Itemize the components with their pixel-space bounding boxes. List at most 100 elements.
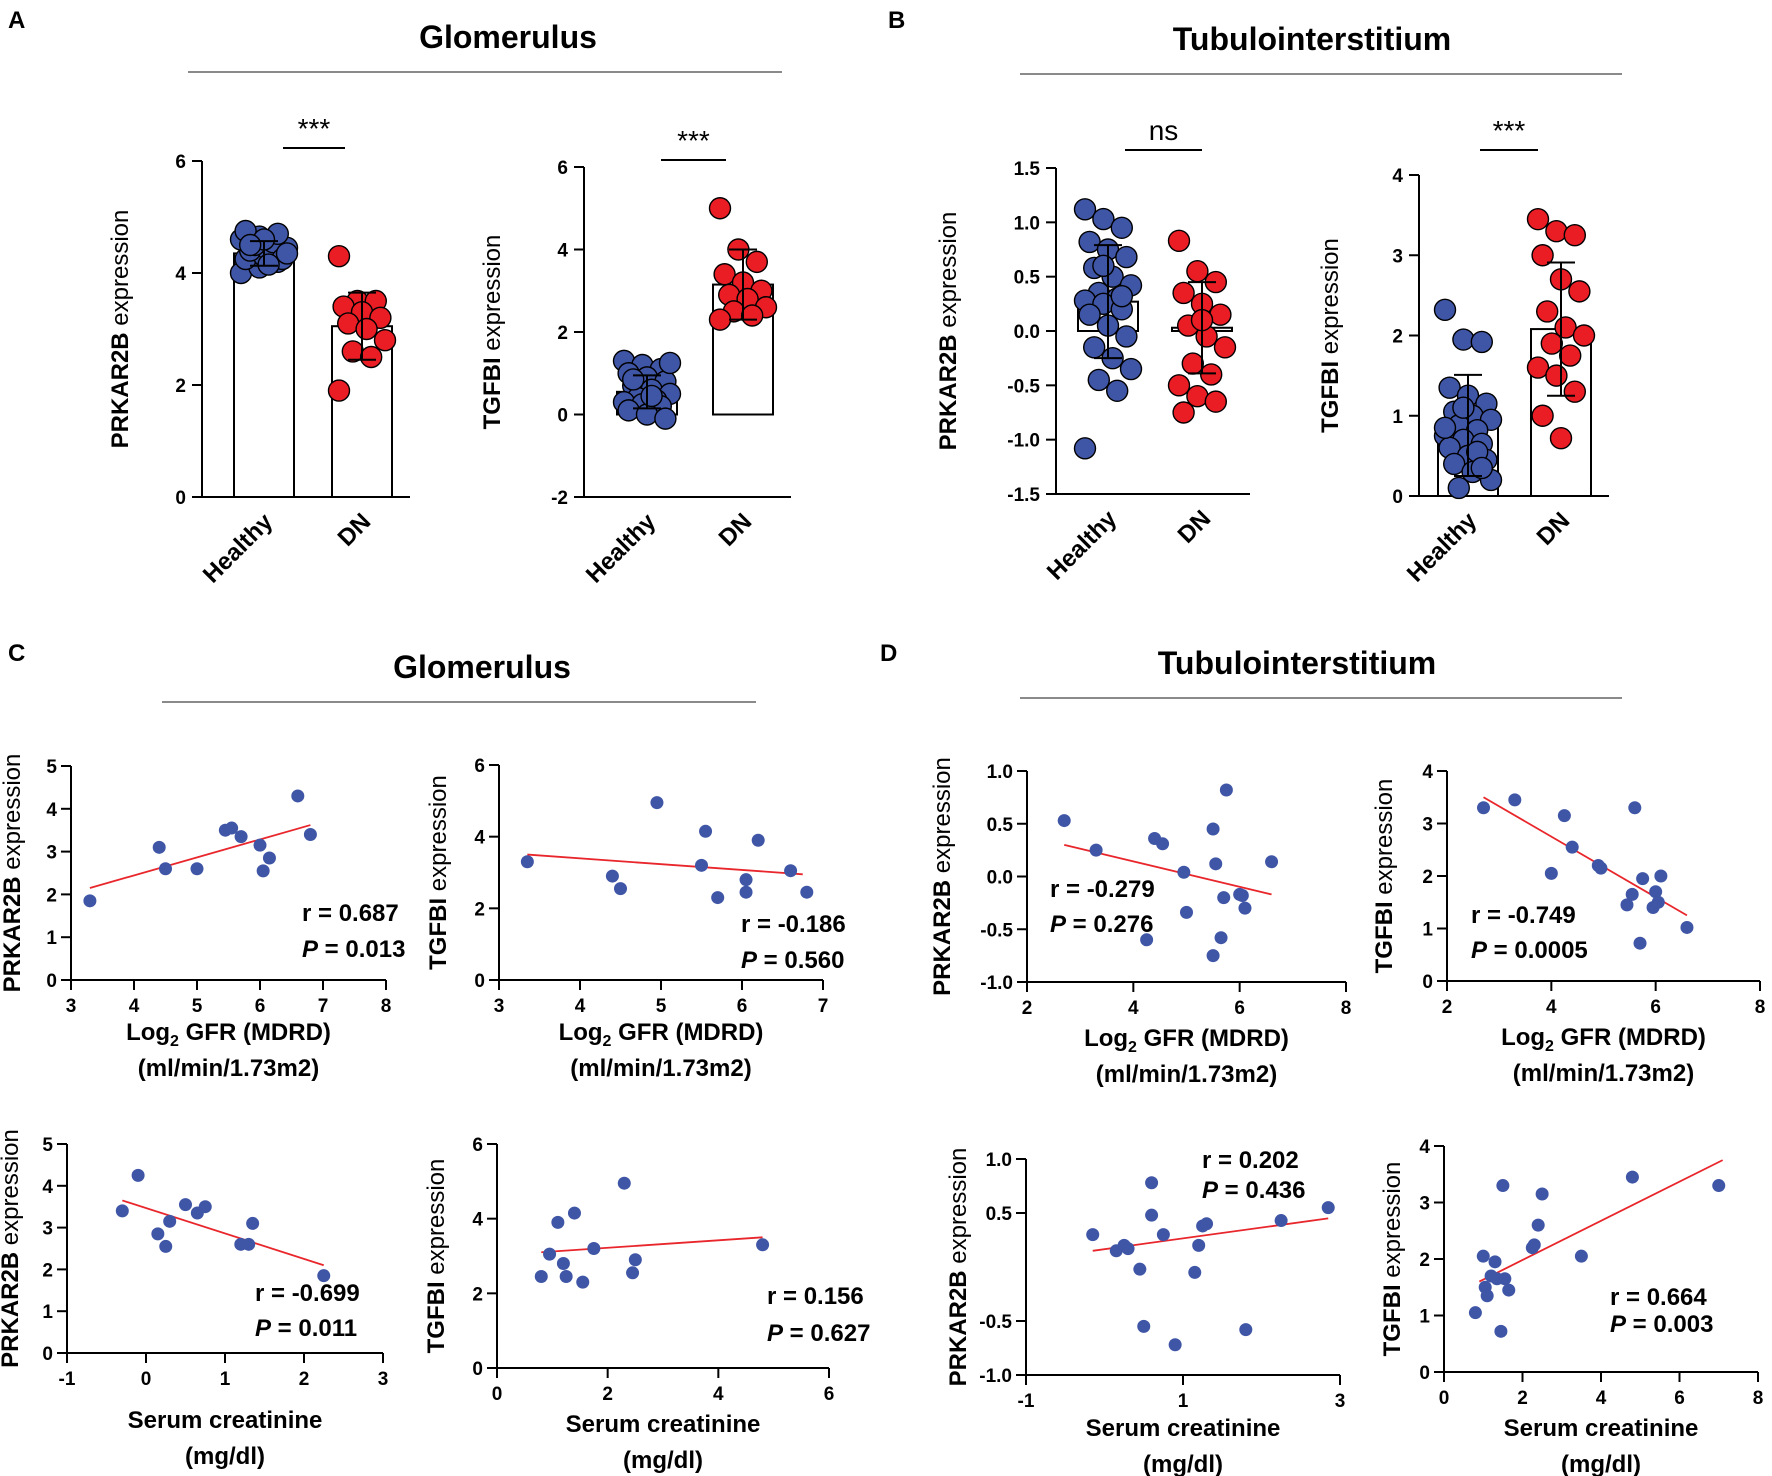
correlation-r: r = -0.749 [1471,902,1576,929]
data-point [1625,887,1639,901]
data-point [800,885,814,899]
data-point-dn [1531,404,1554,427]
p-value: = 0.011 [271,1315,357,1342]
x-axis-title: Serum creatinine [566,1411,761,1438]
x-tick-label: 8 [1753,1388,1764,1409]
data-point-dn [1213,336,1237,359]
p-symbol: P [1610,1311,1627,1338]
data-point [1209,857,1223,871]
data-point-dn [708,197,732,220]
x-axis-unit: (mg/dl) [1561,1451,1641,1476]
significance-label: *** [298,113,331,144]
data-point-dn [1540,332,1564,355]
data-point [1145,1176,1159,1190]
y-axis-title-suffix: expression [1317,238,1344,361]
data-point [1498,1272,1512,1286]
data-point [159,862,172,876]
y-tick-label: 3 [42,1219,53,1240]
data-point-healthy [1447,476,1471,500]
y-axis-title-gene: PRKAR2B [945,1270,972,1386]
x-tick-label: 3 [66,996,77,1017]
correlation-p: P = 0.011 [255,1315,357,1342]
data-point [559,1270,573,1284]
data-point [567,1206,581,1220]
y-axis-title-gene: TGFBI [1371,901,1398,973]
x-axis-title-main: Serum creatinine [566,1411,761,1438]
data-point-dn [1545,364,1568,387]
data-point-healthy [658,351,682,375]
data-point [1121,1242,1135,1256]
y-tick-label: 3 [1392,246,1403,267]
data-point-dn [1563,223,1587,247]
y-axis-title: PRKAR2B expression [945,1148,972,1387]
y-tick-label: 1.0 [1014,213,1040,234]
data-point [556,1256,570,1270]
significance-label: *** [1493,115,1526,146]
data-point-healthy [654,407,677,430]
correlation-r: r = -0.279 [1050,876,1155,903]
data-point [1488,1255,1502,1269]
data-point [1217,891,1231,905]
data-point [1086,1228,1100,1242]
x-axis-title: Log2 GFR (MDRD) [1501,1024,1706,1055]
x-axis-title: Serum creatinine [1086,1415,1281,1442]
y-tick-label: 1 [1419,1307,1430,1328]
data-point-healthy [1452,396,1475,419]
category-label: DN [333,508,377,552]
y-axis-title: PRKAR2B expression [929,757,956,996]
y-axis-title-gene: PRKAR2B [0,1252,24,1368]
panel-letter-b: B [888,7,905,34]
data-point-dn [1568,280,1591,303]
p-symbol: P [741,947,758,974]
x-axis-unit: (mg/dl) [623,1447,703,1474]
data-point [1274,1214,1288,1228]
y-axis-title-suffix: expression [1379,1162,1406,1285]
data-point [1137,1319,1151,1333]
p-symbol: P [767,1320,784,1347]
correlation-p: P = 0.436 [1202,1177,1305,1204]
data-point [1620,898,1634,912]
x-tick-label: 4 [129,996,140,1017]
x-tick-label: 6 [1234,998,1245,1019]
x-tick-label: 3 [494,996,505,1017]
y-axis-title: TGFBI expression [1379,1162,1406,1357]
y-tick-label: 1 [42,1302,53,1323]
x-axis-unit: (mg/dl) [1143,1451,1223,1476]
x-tick-label: 3 [1335,1391,1346,1412]
data-point [739,873,753,887]
data-point [1544,866,1558,880]
y-axis-title-gene: TGFBI [425,898,452,970]
data-point-dn [1167,229,1191,253]
section-title-c: Glomerulus [393,649,571,685]
y-tick-label: 4 [46,800,57,821]
data-point [1145,1208,1159,1222]
p-symbol: P [302,936,319,963]
data-point [617,1176,631,1190]
data-point-healthy [1433,298,1457,322]
category-label: DN [714,508,758,552]
data-point [1502,1283,1516,1297]
y-tick-label: 0.5 [987,815,1014,836]
x-tick-label: -1 [59,1369,76,1390]
x-tick-label: 1 [220,1369,231,1390]
x-axis-title-main: Log [559,1019,603,1046]
x-axis-title-rest: GFR (MDRD) [611,1019,763,1046]
data-point [303,827,317,841]
correlation-p: P = 0.003 [1610,1311,1713,1338]
data-point [784,864,798,878]
data-point-healthy [1470,330,1494,354]
p-value: = 0.560 [757,947,844,974]
data-point [131,1168,145,1182]
correlation-r: r = 0.156 [767,1283,864,1310]
data-point [1133,1262,1147,1276]
data-point [1235,888,1249,902]
y-tick-label: 2 [46,885,57,906]
chart-b1: -1.5 -1.0 -0.5 0.0 0.5 1.0 1.5 PRKAR2B expressi… [935,115,1250,586]
data-point-healthy [1087,368,1111,392]
data-point [1628,801,1642,815]
y-tick-label: 0 [175,488,186,509]
y-axis-title: TGFBI expression [479,235,506,430]
chart-c4: 0 2 4 6 0 2 4 6 TGFBI expression Serum creatinine… [423,1135,870,1474]
